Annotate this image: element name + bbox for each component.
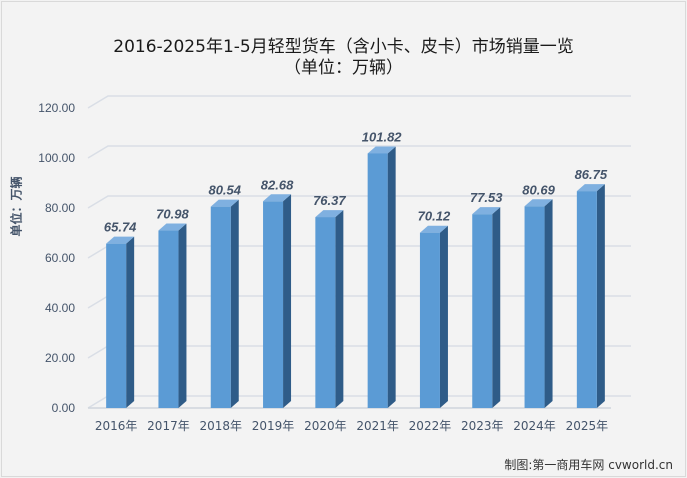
data-label: 80.69 — [522, 182, 555, 197]
bar — [367, 153, 388, 408]
y-tick-label: 80.00 — [45, 201, 75, 215]
bar — [472, 214, 493, 408]
data-label: 70.12 — [418, 209, 451, 224]
bar-top — [367, 146, 396, 154]
bar-side — [126, 236, 135, 408]
y-tick-label: 20.00 — [45, 351, 75, 365]
bar-side — [544, 199, 553, 408]
bar-side — [178, 223, 187, 408]
x-tick-label: 2022年 — [409, 419, 452, 433]
gridline — [87, 145, 631, 159]
bar-top — [419, 225, 448, 233]
y-tick-label: 60.00 — [45, 251, 75, 265]
bar-side — [387, 146, 396, 408]
chart-subtitle: （单位：万辆） — [284, 58, 403, 78]
bar-side — [596, 184, 605, 408]
bar — [263, 201, 284, 408]
bar — [106, 243, 127, 408]
bar — [315, 217, 336, 408]
bar-top — [472, 207, 501, 215]
data-label: 101.82 — [362, 129, 403, 144]
y-tick-label: 0.00 — [52, 401, 76, 415]
bar-side — [230, 199, 239, 408]
y-tick-label: 120.00 — [38, 101, 75, 115]
y-tick-label: 40.00 — [45, 301, 75, 315]
x-tick-label: 2023年 — [461, 419, 504, 433]
bar — [419, 232, 440, 408]
bar-side — [335, 210, 344, 408]
data-label: 82.68 — [261, 177, 294, 192]
bar-top — [210, 199, 239, 207]
bar — [576, 191, 597, 408]
bar-top — [263, 194, 292, 202]
x-tick-label: 2019年 — [252, 419, 295, 433]
chart-title: 2016-2025年1-5月轻型货车（含小卡、皮卡）市场销量一览 — [113, 37, 574, 57]
bar — [524, 206, 545, 408]
data-label: 65.74 — [104, 220, 137, 235]
x-tick-label: 2024年 — [513, 419, 556, 433]
x-tick-label: 2017年 — [147, 419, 190, 433]
x-tick-label: 2025年 — [566, 419, 609, 433]
x-tick-label: 2020年 — [304, 419, 347, 433]
data-label: 70.98 — [156, 207, 189, 222]
bar-side — [492, 207, 501, 408]
data-label: 86.75 — [575, 167, 608, 182]
x-tick-label: 2018年 — [199, 419, 242, 433]
x-tick-label: 2021年 — [356, 419, 399, 433]
credit-text: 制图:第一商用车网 cvworld.cn — [504, 458, 673, 472]
bar-top — [524, 199, 553, 207]
gridline — [87, 95, 631, 109]
data-label: 77.53 — [470, 190, 503, 205]
bar-top — [576, 184, 605, 192]
gridline — [87, 195, 631, 209]
bar-top — [158, 223, 187, 231]
y-tick-label: 100.00 — [38, 151, 75, 165]
bar-side — [283, 194, 292, 408]
data-label: 80.54 — [208, 183, 241, 198]
bar-side — [439, 225, 448, 408]
x-tick-label: 2016年 — [95, 419, 138, 433]
bar — [210, 206, 231, 408]
bar — [158, 230, 179, 408]
data-label: 76.37 — [313, 193, 346, 208]
bar-top — [106, 236, 135, 244]
bar-top — [315, 210, 344, 218]
